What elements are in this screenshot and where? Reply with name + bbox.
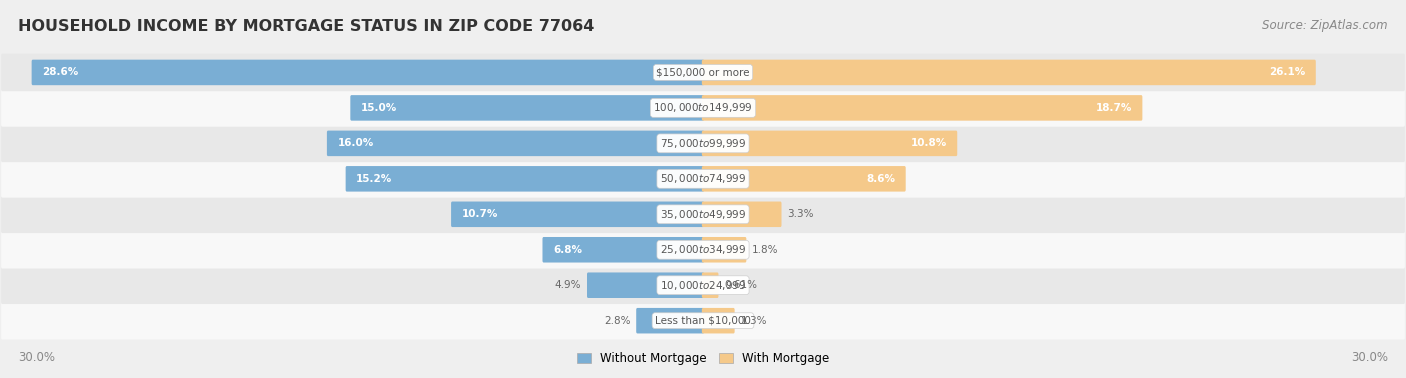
FancyBboxPatch shape — [1, 89, 1405, 127]
Text: Less than $10,000: Less than $10,000 — [655, 316, 751, 326]
FancyBboxPatch shape — [702, 201, 782, 227]
FancyBboxPatch shape — [1, 125, 1405, 162]
Text: 30.0%: 30.0% — [1351, 351, 1388, 364]
Text: 4.9%: 4.9% — [554, 280, 581, 290]
FancyBboxPatch shape — [543, 237, 704, 263]
Text: HOUSEHOLD INCOME BY MORTGAGE STATUS IN ZIP CODE 77064: HOUSEHOLD INCOME BY MORTGAGE STATUS IN Z… — [18, 19, 595, 34]
Text: $150,000 or more: $150,000 or more — [657, 67, 749, 77]
Text: $100,000 to $149,999: $100,000 to $149,999 — [654, 101, 752, 115]
Text: 8.6%: 8.6% — [866, 174, 896, 184]
Text: 15.0%: 15.0% — [361, 103, 396, 113]
Text: $50,000 to $74,999: $50,000 to $74,999 — [659, 172, 747, 185]
Legend: Without Mortgage, With Mortgage: Without Mortgage, With Mortgage — [574, 348, 832, 368]
Text: 28.6%: 28.6% — [42, 67, 79, 77]
FancyBboxPatch shape — [31, 60, 704, 85]
Text: $75,000 to $99,999: $75,000 to $99,999 — [659, 137, 747, 150]
FancyBboxPatch shape — [1, 195, 1405, 233]
Text: Source: ZipAtlas.com: Source: ZipAtlas.com — [1263, 19, 1388, 32]
Text: 16.0%: 16.0% — [337, 138, 374, 148]
Text: $25,000 to $34,999: $25,000 to $34,999 — [659, 243, 747, 256]
Text: 6.8%: 6.8% — [553, 245, 582, 255]
Text: 1.3%: 1.3% — [741, 316, 768, 326]
Text: 30.0%: 30.0% — [18, 351, 55, 364]
FancyBboxPatch shape — [702, 166, 905, 192]
Text: 18.7%: 18.7% — [1095, 103, 1132, 113]
FancyBboxPatch shape — [451, 201, 704, 227]
FancyBboxPatch shape — [1, 266, 1405, 304]
FancyBboxPatch shape — [702, 130, 957, 156]
FancyBboxPatch shape — [326, 130, 704, 156]
FancyBboxPatch shape — [346, 166, 704, 192]
FancyBboxPatch shape — [350, 95, 704, 121]
FancyBboxPatch shape — [702, 308, 734, 333]
Text: 26.1%: 26.1% — [1270, 67, 1305, 77]
FancyBboxPatch shape — [702, 60, 1316, 85]
Text: 15.2%: 15.2% — [356, 174, 392, 184]
FancyBboxPatch shape — [1, 302, 1405, 339]
Text: 1.8%: 1.8% — [752, 245, 779, 255]
FancyBboxPatch shape — [588, 273, 704, 298]
FancyBboxPatch shape — [702, 273, 718, 298]
Text: 10.8%: 10.8% — [911, 138, 946, 148]
FancyBboxPatch shape — [1, 160, 1405, 198]
Text: 2.8%: 2.8% — [603, 316, 630, 326]
Text: 0.61%: 0.61% — [724, 280, 758, 290]
FancyBboxPatch shape — [1, 231, 1405, 268]
Text: $10,000 to $24,999: $10,000 to $24,999 — [659, 279, 747, 292]
FancyBboxPatch shape — [637, 308, 704, 333]
Text: $35,000 to $49,999: $35,000 to $49,999 — [659, 208, 747, 221]
FancyBboxPatch shape — [1, 54, 1405, 91]
Text: 3.3%: 3.3% — [787, 209, 814, 219]
Text: 10.7%: 10.7% — [461, 209, 498, 219]
FancyBboxPatch shape — [702, 237, 747, 263]
FancyBboxPatch shape — [702, 95, 1142, 121]
